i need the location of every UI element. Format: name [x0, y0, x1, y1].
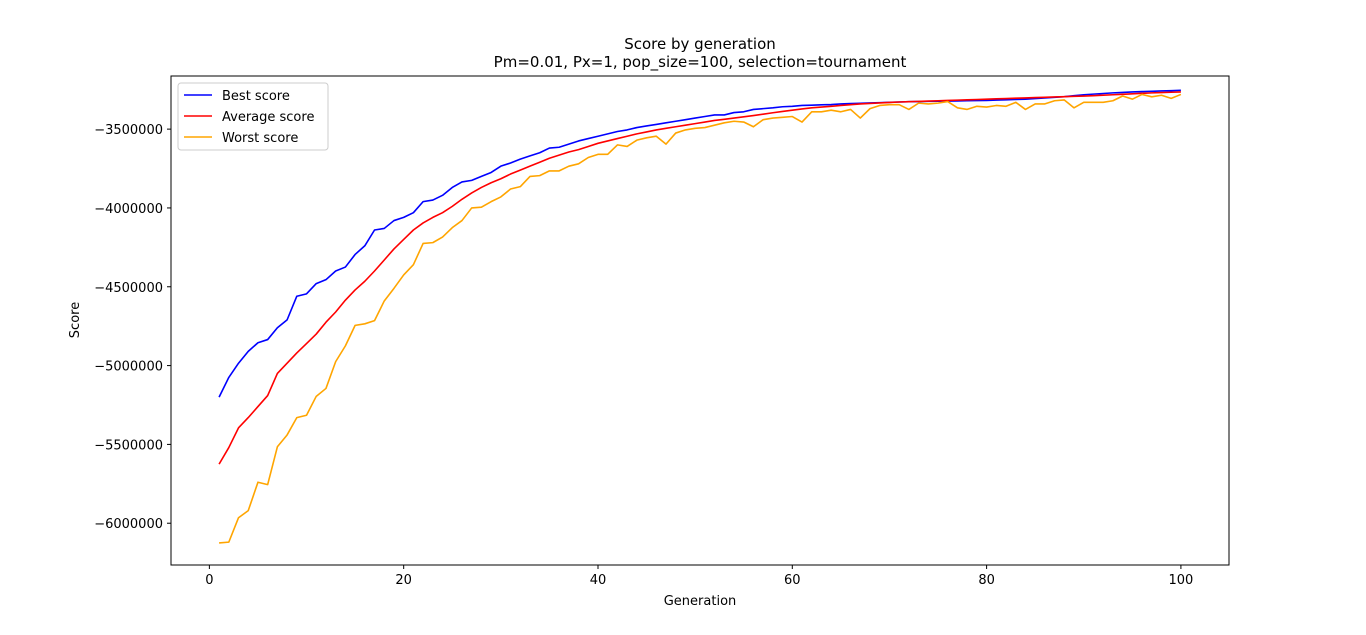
chart-title: Score by generation: [624, 35, 776, 53]
x-tick-label: 60: [784, 573, 801, 588]
y-tick-label: −5000000: [94, 360, 163, 375]
x-tick-label: 0: [205, 573, 213, 588]
x-tick-label: 80: [978, 573, 995, 588]
y-tick-label: −5500000: [94, 438, 163, 453]
y-tick-label: −4500000: [94, 281, 163, 296]
plot-frame: [170, 75, 1230, 566]
y-tick-label: −6000000: [94, 517, 163, 532]
legend: Best score Average score Worst score: [177, 82, 329, 151]
legend-label-average-score: Average score: [222, 110, 314, 125]
x-axis-label: Generation: [664, 594, 737, 609]
x-tick-label: 40: [590, 573, 607, 588]
series-line-best-score: [218, 89, 1181, 398]
y-tick-label: −3500000: [94, 123, 163, 138]
y-axis: −6000000 −5500000 −5000000 −4500000 −4000000…: [94, 123, 171, 532]
x-axis: 0 20 40 60 80 100: [205, 565, 1193, 588]
series-line-worst-score: [219, 93, 1182, 544]
x-tick-label: 100: [1168, 573, 1193, 588]
series-line-average-score: [218, 91, 1181, 465]
x-tick-label: 20: [395, 573, 412, 588]
legend-label-worst-score: Worst score: [222, 131, 298, 146]
y-axis-label: Score: [68, 302, 83, 338]
y-tick-label: −4000000: [94, 202, 163, 217]
legend-box: [177, 82, 329, 151]
series-layer: [218, 89, 1182, 544]
chart-subtitle: Pm=0.01, Px=1, pop_size=100, selection=t…: [494, 53, 907, 72]
legend-label-best-score: Best score: [222, 89, 290, 104]
